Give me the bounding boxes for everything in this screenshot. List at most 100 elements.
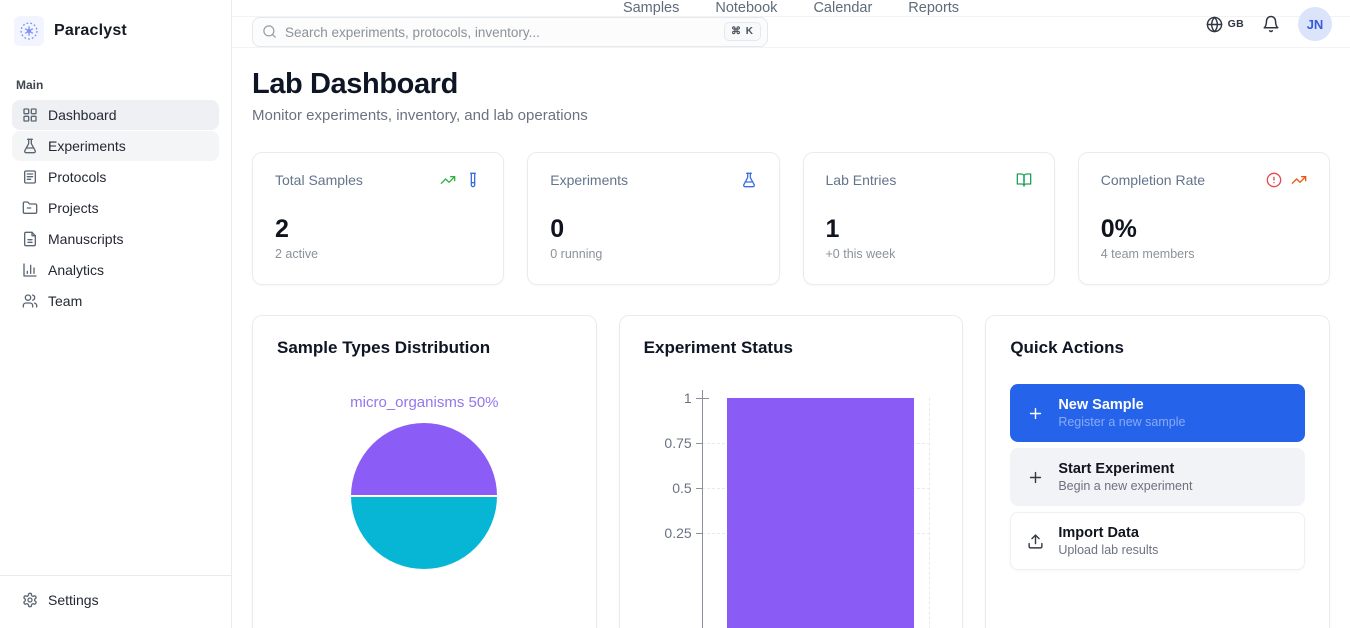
stat-value: 0 xyxy=(550,215,565,243)
stat-card-lab-entries: Lab Entries 1 +0 this week xyxy=(802,152,1055,285)
action-subtitle: Upload lab results xyxy=(1058,543,1159,557)
panel-title: Quick Actions xyxy=(1010,338,1124,357)
sidebar-item-manuscripts[interactable]: Manuscripts xyxy=(12,224,219,254)
locale-code: GB xyxy=(1227,18,1244,30)
sidebar-item-projects[interactable]: Projects xyxy=(12,193,219,223)
action-title: Import Data xyxy=(1058,525,1139,541)
search-box: ⌘ K xyxy=(252,17,768,47)
users-icon xyxy=(22,293,38,309)
nav-link-reports[interactable]: Reports xyxy=(908,0,960,16)
folder-icon xyxy=(22,200,38,216)
action-subtitle: Register a new sample xyxy=(1058,415,1186,429)
y-tick-label: 0.5 xyxy=(672,480,692,496)
import-data-button[interactable]: Import Data Upload lab results xyxy=(1010,512,1305,570)
y-axis-line xyxy=(701,390,704,628)
stat-label: Lab Entries xyxy=(825,172,897,188)
stat-card-experiments: Experiments 0 0 running xyxy=(527,152,780,285)
trending-up-icon xyxy=(1291,172,1307,188)
grid-icon xyxy=(22,107,38,123)
bell-icon[interactable] xyxy=(1262,15,1280,33)
stats-grid: Total Samples 2 xyxy=(252,152,1330,285)
gear-icon xyxy=(22,592,38,608)
book-open-icon xyxy=(1016,172,1032,188)
locale-switcher[interactable]: GB xyxy=(1206,16,1244,33)
page-content: Lab Dashboard Monitor experiments, inven… xyxy=(232,48,1350,628)
search-shortcut-badge: ⌘ K xyxy=(724,22,761,41)
plus-icon xyxy=(1027,405,1044,422)
start-experiment-button[interactable]: Start Experiment Begin a new experiment xyxy=(1010,448,1305,506)
stat-sub: 2 active xyxy=(275,247,319,261)
panel-quick-actions: Quick Actions New Sample Register a new … xyxy=(985,315,1330,628)
flask-icon xyxy=(22,138,38,154)
sidebar-item-label: Dashboard xyxy=(48,107,117,123)
panel-title: Experiment Status xyxy=(643,338,793,357)
stat-value: 2 xyxy=(275,215,289,243)
pie-slice-label: micro_organisms 50% xyxy=(350,394,499,411)
axis-cap xyxy=(701,398,709,399)
bar-chart: 1 0.75 0.5 0.25 xyxy=(644,390,939,628)
search-row: ⌘ K xyxy=(232,17,1350,48)
paraclyst-logo-icon xyxy=(14,16,44,46)
sidebar-item-label: Protocols xyxy=(48,169,107,185)
stat-card-total-samples: Total Samples 2 xyxy=(252,152,505,285)
panels-grid: Sample Types Distribution micro_organism… xyxy=(252,315,1330,628)
search-icon xyxy=(262,24,277,39)
sidebar-section-label: Main xyxy=(16,78,44,92)
y-tick-label: 1 xyxy=(683,390,692,406)
bar-series-rect xyxy=(726,398,914,628)
sidebar-item-analytics[interactable]: Analytics xyxy=(12,255,219,285)
upload-icon xyxy=(1027,533,1044,550)
nav-link-calendar[interactable]: Calendar xyxy=(813,0,873,16)
sidebar-item-label: Experiments xyxy=(48,138,126,154)
sidebar-item-team[interactable]: Team xyxy=(12,286,219,316)
panel-sample-types: Sample Types Distribution micro_organism… xyxy=(252,315,597,628)
globe-icon xyxy=(1206,16,1223,33)
quick-actions-list: New Sample Register a new sample Start E… xyxy=(1010,384,1305,570)
sidebar-item-settings[interactable]: Settings xyxy=(22,588,209,612)
pie-chart: micro_organisms 50% xyxy=(277,358,572,569)
action-title: Start Experiment xyxy=(1058,461,1175,477)
stat-sub: 4 team members xyxy=(1100,247,1195,261)
new-sample-button[interactable]: New Sample Register a new sample xyxy=(1010,384,1305,442)
flask-icon xyxy=(741,172,757,188)
nav-link-samples[interactable]: Samples xyxy=(622,0,680,16)
pie-graphic xyxy=(351,423,498,569)
stat-value: 1 xyxy=(825,215,840,243)
sidebar-item-label: Team xyxy=(48,293,83,309)
stat-card-completion-rate: Completion Rate 0% xyxy=(1077,152,1330,285)
trending-up-icon xyxy=(440,172,456,188)
y-tick-mark xyxy=(695,398,702,399)
sidebar-item-protocols[interactable]: Protocols xyxy=(12,162,219,192)
y-tick-mark xyxy=(695,488,702,489)
y-tick-label: 0.25 xyxy=(664,525,692,541)
avatar[interactable]: JN xyxy=(1298,7,1332,41)
search-input[interactable] xyxy=(252,17,768,47)
sidebar-item-experiments[interactable]: Experiments xyxy=(12,131,219,161)
stat-label: Total Samples xyxy=(275,172,363,188)
nav-link-notebook[interactable]: Notebook xyxy=(715,0,778,16)
sidebar-item-label: Manuscripts xyxy=(48,231,124,247)
stat-sub: +0 this week xyxy=(825,247,896,261)
alert-circle-icon xyxy=(1266,172,1282,188)
notebook-icon xyxy=(22,169,38,185)
y-tick-label: 0.75 xyxy=(664,435,692,451)
main-area: Samples Notebook Calendar Reports GB xyxy=(232,0,1350,628)
page-subtitle: Monitor experiments, inventory, and lab … xyxy=(252,107,588,124)
test-tube-icon xyxy=(465,172,481,188)
plus-icon xyxy=(1027,469,1044,486)
sidebar-item-dashboard[interactable]: Dashboard xyxy=(12,100,219,130)
top-header: Samples Notebook Calendar Reports GB xyxy=(232,0,1350,41)
panel-experiment-status: Experiment Status 1 0.75 0.5 0.25 xyxy=(618,315,964,628)
y-tick-mark xyxy=(695,533,702,534)
sidebar-item-label: Analytics xyxy=(48,262,105,278)
stat-label: Completion Rate xyxy=(1100,172,1206,188)
bar-chart-icon xyxy=(22,262,38,278)
file-text-icon xyxy=(22,231,38,247)
sidebar-item-label: Projects xyxy=(48,200,99,216)
sidebar: Paraclyst Main Dashboard Experiments xyxy=(0,0,232,628)
top-nav: Samples Notebook Calendar Reports xyxy=(623,0,959,16)
plot-right-edge xyxy=(929,398,931,628)
stat-value: 0% xyxy=(1100,215,1137,243)
settings-label: Settings xyxy=(48,592,99,608)
